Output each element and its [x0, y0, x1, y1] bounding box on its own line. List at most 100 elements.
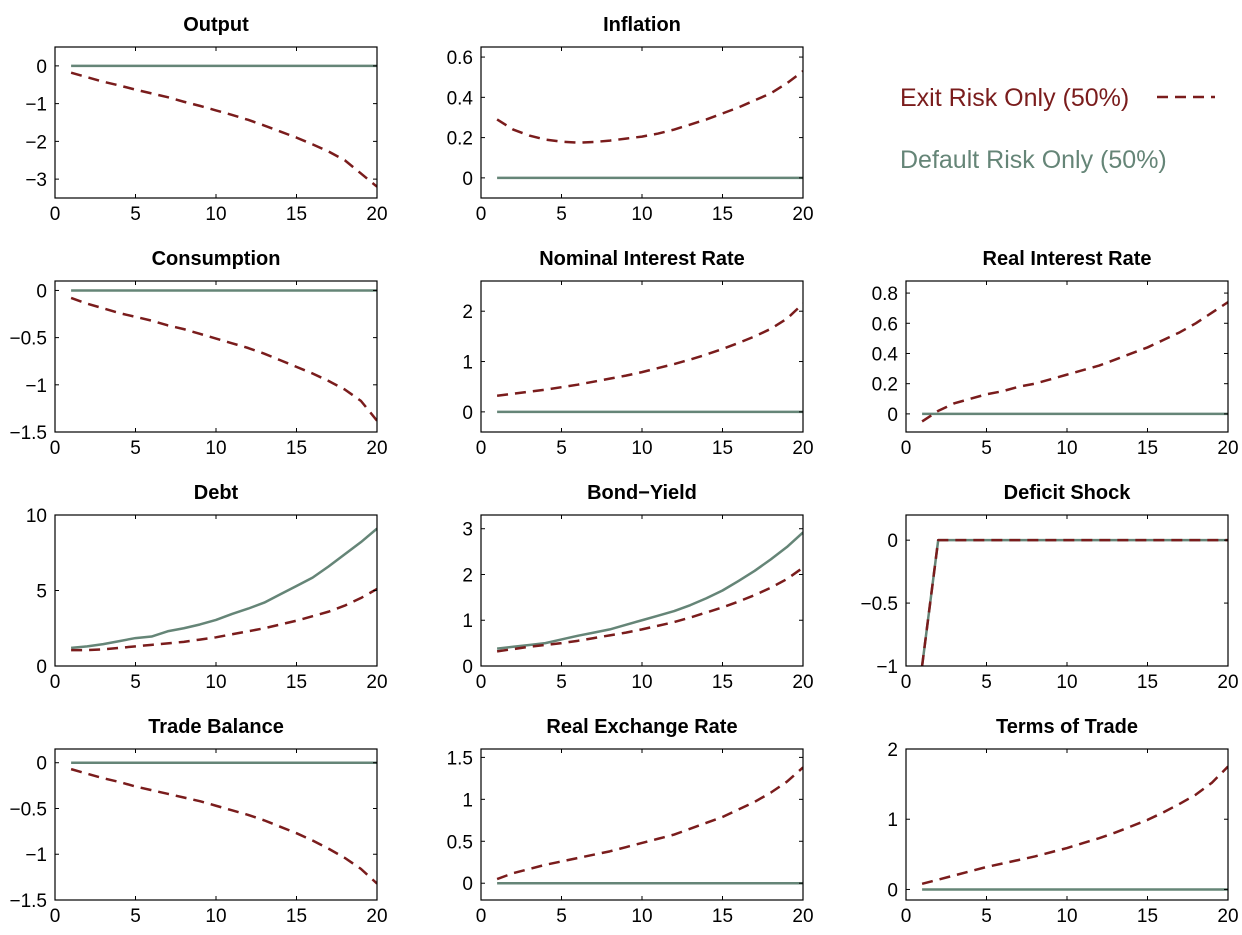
panel-deficit-shock: Deficit Shock 0 5 10 15 20 0 −0.5 −1 [860, 482, 1238, 693]
y-tick-label: 0.2 [872, 375, 898, 396]
panel-inflation: Inflation 0 5 10 15 20 0 0.2 0.4 0.6 [447, 14, 814, 225]
axes-frame-real-exchange-rate [480, 748, 804, 901]
axes-frame-bond-yield [480, 514, 804, 667]
x-tick-label: 0 [50, 672, 61, 693]
panel-real-exchange-rate: Real Exchange Rate 0 5 10 15 20 0 0.5 1 1.5 [447, 716, 814, 927]
x-tick-label: 0 [50, 204, 61, 225]
y-tick-label: 0 [462, 657, 473, 678]
y-tick-label: 0 [462, 403, 473, 424]
y-tick-label: 1.5 [447, 748, 473, 769]
panel-trade-balance: Trade Balance 0 5 10 15 20 0 −0.5 −1 −1.5 [9, 716, 387, 927]
x-tick-label: 15 [286, 906, 307, 927]
axes-frame-trade-balance [54, 748, 378, 901]
x-tick-label: 0 [901, 672, 912, 693]
default-risk-line-debt [70, 527, 377, 650]
panel-title-debt: Debt [194, 482, 239, 504]
exit-risk-line-bond-yield [496, 566, 803, 653]
plot-area-consumption [70, 289, 377, 422]
x-tick-label: 0 [901, 906, 912, 927]
axes-frame-deficit-shock [905, 514, 1229, 667]
exit-risk-line-inflation [496, 70, 803, 144]
y-tick-label: −1 [25, 95, 47, 116]
panel-debt: Debt 0 5 10 15 20 0 5 10 [26, 482, 388, 693]
x-tick-label: 0 [901, 438, 912, 459]
x-tick-label: 15 [286, 438, 307, 459]
plot-area-inflation [496, 70, 803, 180]
x-tick-label: 10 [205, 204, 226, 225]
y-tick-label: 2 [462, 302, 473, 323]
x-tick-label: 10 [205, 672, 226, 693]
y-tick-label: 0.8 [872, 284, 898, 305]
y-tick-label: 0.2 [447, 129, 473, 150]
x-tick-label: 10 [1056, 672, 1077, 693]
panel-title-inflation: Inflation [603, 14, 681, 36]
y-tick-label: −0.5 [860, 594, 898, 615]
panel-terms-of-trade: Terms of Trade 0 5 10 15 20 0 1 2 [887, 716, 1238, 927]
exit-risk-line-nominal-interest-rate [496, 302, 803, 398]
exit-risk-line-output [70, 71, 377, 188]
exit-risk-line-trade-balance [70, 767, 377, 885]
y-tick-label: 5 [36, 582, 47, 603]
panel-nominal-interest-rate: Nominal Interest Rate 0 5 10 15 20 0 1 2 [462, 248, 813, 459]
panel-title-terms-of-trade: Terms of Trade [996, 716, 1138, 738]
axes-frame-nominal-interest-rate [480, 280, 804, 433]
panel-bond-yield: Bond−Yield 0 5 10 15 20 0 1 2 3 [462, 482, 813, 693]
y-tick-label: 3 [462, 520, 473, 541]
y-tick-label: −1.5 [9, 423, 47, 444]
x-tick-label: 10 [631, 672, 652, 693]
plot-area-output [70, 64, 377, 188]
panel-real-interest-rate: Real Interest Rate 0 5 10 15 20 0 0.2 0.4 0.6 0.8 [872, 248, 1239, 459]
legend: Exit Risk Only (50%) Default Risk Only (… [900, 84, 1215, 174]
y-tick-label: −3 [25, 170, 47, 191]
x-tick-label: 15 [712, 438, 733, 459]
y-tick-label: 0 [36, 281, 47, 302]
legend-default-risk-label: Default Risk Only (50%) [900, 146, 1167, 174]
x-tick-label: 5 [981, 906, 992, 927]
default-risk-line-bond-yield [496, 531, 803, 650]
axes-frame-output [54, 46, 378, 199]
y-tick-label: −0.5 [9, 799, 47, 820]
panel-title-real-interest-rate: Real Interest Rate [983, 248, 1152, 270]
plot-area-terms-of-trade [921, 765, 1228, 891]
y-tick-label: 0.4 [447, 88, 474, 109]
x-tick-label: 5 [130, 672, 141, 693]
x-tick-label: 15 [712, 906, 733, 927]
y-tick-label: −1 [25, 845, 47, 866]
y-tick-label: 0.6 [447, 48, 473, 69]
x-tick-label: 10 [631, 438, 652, 459]
x-tick-label: 15 [1137, 672, 1158, 693]
y-tick-label: 0.6 [872, 314, 898, 335]
x-tick-label: 20 [1217, 438, 1238, 459]
y-tick-label: 10 [26, 506, 47, 527]
x-tick-label: 10 [1056, 906, 1077, 927]
exit-risk-line-consumption [70, 296, 377, 422]
legend-exit-risk-label: Exit Risk Only (50%) [900, 84, 1129, 112]
exit-risk-line-real-exchange-rate [496, 766, 803, 881]
plot-area-deficit-shock [920, 538, 1228, 666]
panel-title-output: Output [183, 14, 249, 36]
exit-risk-line-deficit-shock [920, 538, 1228, 666]
y-tick-label: 0 [462, 169, 473, 190]
panel-consumption: Consumption 0 5 10 15 20 0 −0.5 −1 −1.5 [9, 248, 387, 459]
x-tick-label: 5 [130, 906, 141, 927]
axes-frame-real-interest-rate [905, 280, 1229, 433]
x-tick-label: 20 [1217, 906, 1238, 927]
x-tick-label: 20 [792, 438, 813, 459]
y-tick-label: 0 [36, 657, 47, 678]
x-tick-label: 0 [476, 204, 487, 225]
y-tick-label: 0 [887, 405, 898, 426]
axes-frame-terms-of-trade [905, 748, 1229, 901]
x-tick-label: 10 [631, 906, 652, 927]
x-tick-label: 5 [130, 438, 141, 459]
x-tick-label: 0 [476, 672, 487, 693]
x-tick-label: 5 [556, 906, 567, 927]
panel-title-deficit-shock: Deficit Shock [1004, 482, 1132, 504]
x-tick-label: 15 [712, 204, 733, 225]
x-tick-label: 10 [1056, 438, 1077, 459]
y-tick-label: −2 [25, 132, 47, 153]
panel-title-nominal-interest-rate: Nominal Interest Rate [539, 248, 745, 270]
plot-area-nominal-interest-rate [496, 302, 803, 414]
x-tick-label: 5 [130, 204, 141, 225]
